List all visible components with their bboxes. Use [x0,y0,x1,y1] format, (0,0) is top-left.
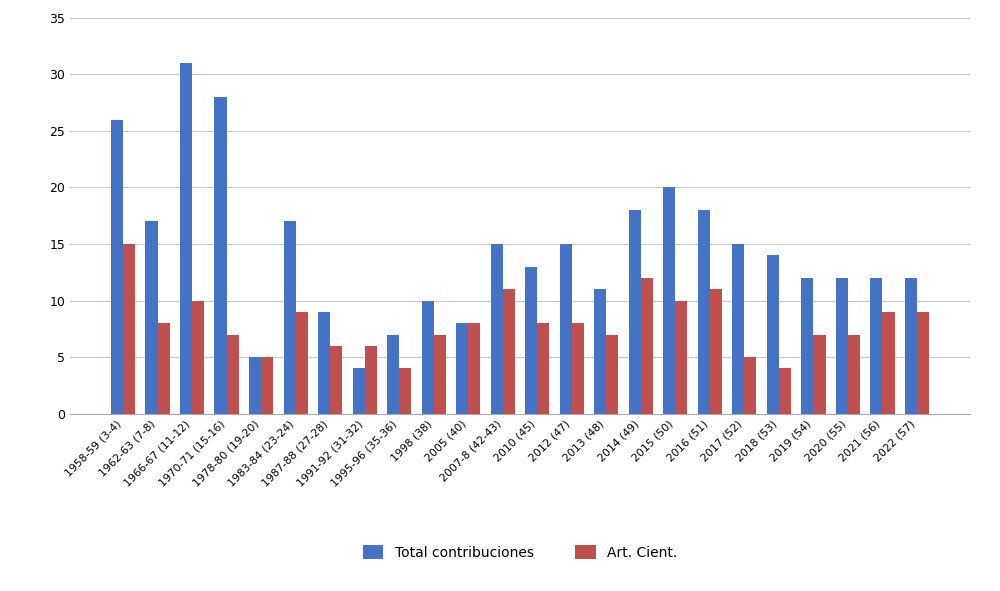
Bar [180,63,192,414]
Bar [296,312,308,414]
Bar [710,289,722,414]
Bar [801,278,813,414]
Bar [145,222,158,414]
Bar [572,323,584,414]
Bar [767,255,779,414]
Bar [917,312,929,414]
Bar [123,244,135,414]
Bar [813,335,826,414]
Bar [214,97,227,414]
Bar [663,187,675,414]
Bar [525,267,537,414]
Bar [848,335,860,414]
Bar [744,357,756,414]
Bar [261,357,273,414]
Bar [468,323,480,414]
Bar [284,222,296,414]
Bar [491,244,503,414]
Bar [399,368,411,414]
Bar [641,278,653,414]
Bar [111,119,123,414]
Bar [698,210,710,414]
Bar [387,335,399,414]
Bar [560,244,572,414]
Bar [249,357,261,414]
Legend: Total contribuciones, Art. Cient.: Total contribuciones, Art. Cient. [357,540,683,566]
Bar [870,278,882,414]
Bar [456,323,468,414]
Bar [606,335,618,414]
Bar [365,346,377,414]
Bar [318,312,330,414]
Bar [594,289,606,414]
Bar [629,210,641,414]
Bar [330,346,342,414]
Bar [422,301,434,414]
Bar [675,301,687,414]
Bar [227,335,239,414]
Bar [905,278,917,414]
Bar [836,278,848,414]
Bar [732,244,744,414]
Bar [192,301,204,414]
Bar [537,323,549,414]
Bar [882,312,895,414]
Bar [503,289,515,414]
Bar [158,323,170,414]
Bar [434,335,446,414]
Bar [779,368,791,414]
Bar [353,368,365,414]
